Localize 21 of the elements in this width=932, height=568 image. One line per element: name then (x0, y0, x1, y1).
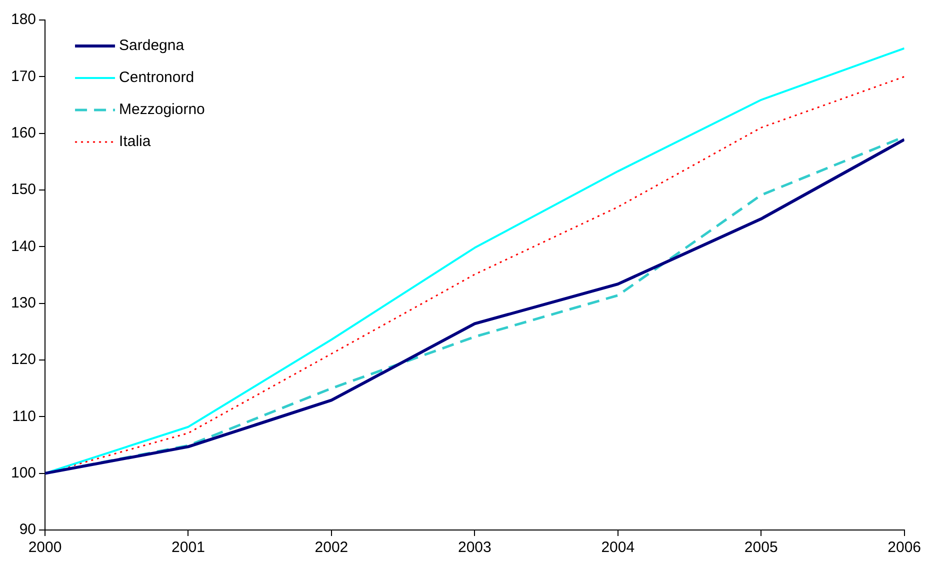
y-tick-label: 110 (12, 408, 36, 425)
legend-label: Italia (119, 133, 152, 150)
x-tick-label: 2002 (314, 539, 348, 556)
y-tick-label: 90 (19, 521, 36, 538)
y-tick-label: 180 (10, 11, 36, 28)
x-tick-label: 2006 (888, 539, 922, 556)
y-tick-label: 160 (10, 124, 36, 142)
y-tick-label: 100 (10, 464, 36, 482)
x-tick-label: 2005 (744, 539, 778, 556)
y-tick-label: 120 (10, 351, 36, 368)
y-tick-label: 170 (10, 68, 36, 85)
x-tick-label: 2001 (172, 539, 205, 556)
y-tick-label: 150 (10, 181, 36, 198)
x-tick-label: 2000 (28, 539, 62, 556)
legend-label: Sardegna (119, 37, 185, 54)
x-tick-label: 2003 (458, 539, 492, 556)
y-tick-label: 130 (10, 294, 36, 312)
y-tick-label: 140 (10, 238, 36, 255)
legend-label: Centronord (119, 69, 194, 86)
legend-label: Mezzogiorno (119, 101, 205, 118)
x-tick-label: 2004 (601, 539, 635, 556)
